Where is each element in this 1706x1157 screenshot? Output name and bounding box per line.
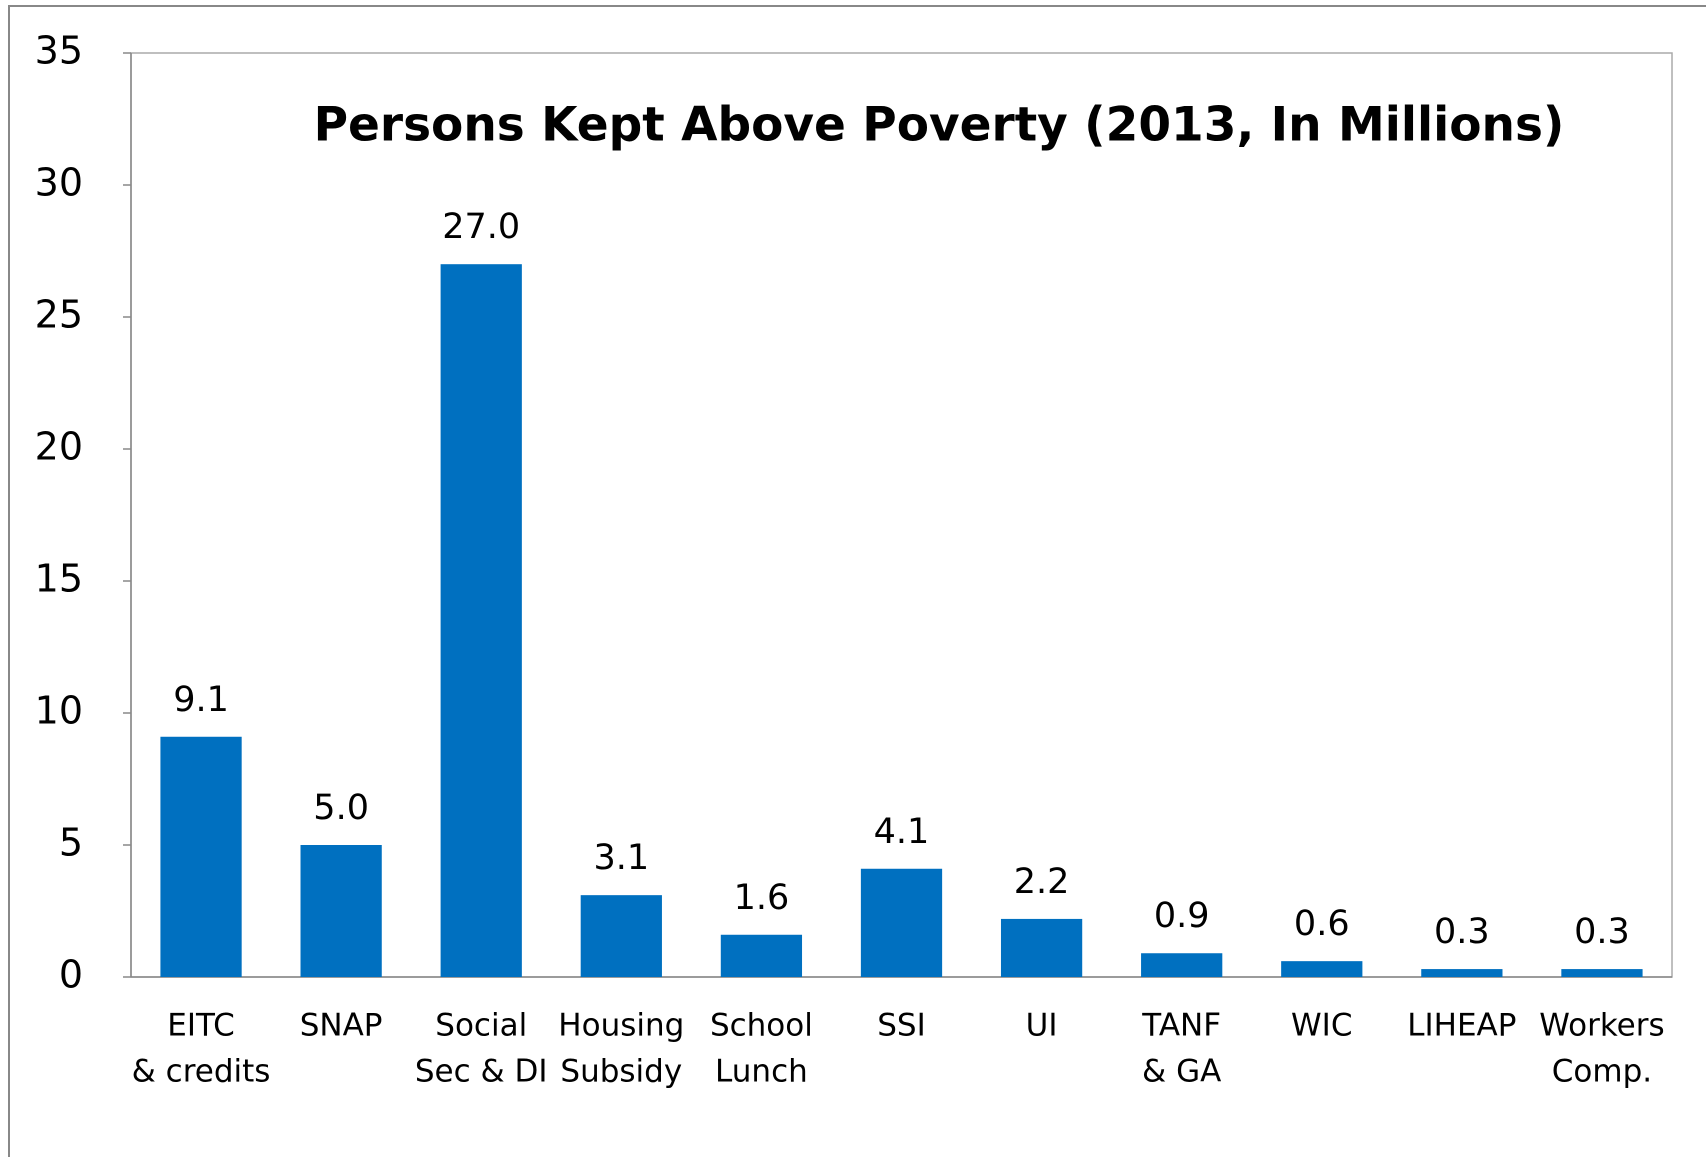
chart-title: Persons Kept Above Poverty (2013, In Mil… [314,98,1565,153]
bar [1281,961,1363,977]
value-label: 0.3 [1434,912,1490,952]
bar [580,895,662,977]
bar [1000,918,1083,977]
bar [1561,969,1643,977]
x-tick-label: SSI [877,1008,926,1044]
bar [860,868,943,977]
chart-border [8,5,1706,1157]
x-tick-label: & credits [132,1054,271,1090]
x-tick-label: School [710,1008,813,1044]
x-tick-label: & GA [1142,1054,1221,1090]
x-tick-label: TANF [1141,1008,1221,1044]
x-tick-label: UI [1026,1008,1058,1044]
x-tick-label: Housing [558,1008,684,1044]
x-tick-label: Social [435,1008,527,1044]
value-label: 0.3 [1574,912,1630,952]
bar [440,264,522,977]
bar [720,934,803,977]
value-label: 3.1 [593,838,649,878]
y-tick-label: 10 [35,689,83,733]
x-tick-label: EITC [167,1008,235,1044]
x-tick-label: Lunch [715,1054,808,1090]
value-label: 1.6 [734,878,790,918]
x-tick-label: Workers [1539,1008,1664,1044]
value-label: 4.1 [874,812,930,852]
value-label: 27.0 [442,207,520,247]
value-label: 5.0 [313,788,369,828]
y-tick-label: 25 [35,293,83,337]
x-tick-label: SNAP [300,1008,383,1044]
value-label: 9.1 [173,680,229,720]
bar [160,736,242,977]
y-tick-label: 15 [35,557,83,601]
bar [1141,953,1223,977]
y-tick-label: 5 [59,821,83,865]
value-label: 0.6 [1294,904,1350,944]
x-tick-label: Sec & DI [415,1054,548,1090]
y-tick-label: 35 [35,29,83,73]
x-tick-label: Comp. [1552,1054,1652,1090]
bar [1421,969,1503,977]
y-tick-label: 0 [59,953,83,997]
y-tick-label: 20 [35,425,83,469]
y-tick-label: 30 [35,161,83,205]
bar [300,845,382,977]
value-label: 0.9 [1154,896,1210,936]
value-label: 2.2 [1014,862,1070,902]
x-tick-label: Subsidy [560,1054,682,1090]
x-tick-label: LIHEAP [1407,1008,1516,1044]
x-tick-label: WIC [1291,1008,1352,1044]
